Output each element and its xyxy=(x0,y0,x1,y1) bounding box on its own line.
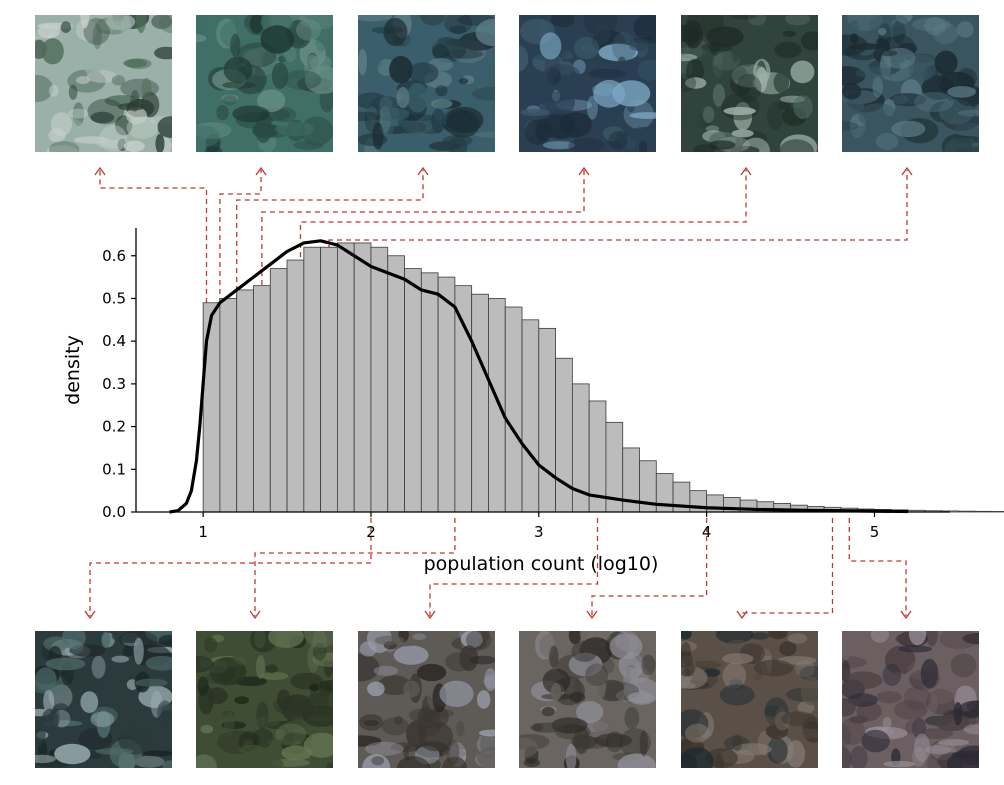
density-curve-layer xyxy=(169,239,909,514)
leader-arrow xyxy=(740,166,752,176)
histogram-bar xyxy=(236,289,254,513)
histogram-bar xyxy=(202,302,221,513)
histogram-bar xyxy=(336,242,355,513)
dense-city-tile xyxy=(842,631,979,768)
leader-arrow xyxy=(586,610,598,620)
leader-arrow xyxy=(94,166,106,176)
leader-line xyxy=(261,170,585,285)
leader-arrow xyxy=(417,166,429,176)
axes: 1 2 3 4 5 0.0 0.1 0.2 0.3 0.4 0.5 0.6 xyxy=(102,228,950,541)
urban-industrial-tile xyxy=(519,631,656,768)
leader-arrow xyxy=(249,610,261,620)
histogram-bar xyxy=(253,285,271,513)
histogram-bars xyxy=(202,242,1004,513)
histogram-bar xyxy=(488,298,506,513)
dense-forest-tile xyxy=(358,15,495,152)
y-tick-label: 0.5 xyxy=(102,289,126,307)
histogram-bar xyxy=(269,268,288,513)
y-tick-label: 0.4 xyxy=(102,332,126,350)
histogram-bar xyxy=(504,306,523,513)
histogram-bar xyxy=(555,357,573,513)
green-forest-tile xyxy=(196,15,333,152)
histogram-bar xyxy=(420,272,439,513)
x-tick-label: 2 xyxy=(366,523,376,541)
histogram-bar xyxy=(370,246,389,513)
sample-images-layer xyxy=(35,15,979,768)
leader-arrow xyxy=(900,610,912,620)
histogram-bar xyxy=(538,327,556,513)
histogram-bar xyxy=(353,242,372,513)
histogram-bar xyxy=(303,246,322,513)
histogram-bar xyxy=(404,268,422,513)
suburban-town-tile xyxy=(358,631,495,768)
leader-arrow xyxy=(84,610,96,620)
histogram-bar xyxy=(957,510,976,513)
x-tick-label: 1 xyxy=(198,523,208,541)
leader-line xyxy=(848,518,907,616)
histogram-bar xyxy=(437,276,456,513)
histogram-bar xyxy=(471,293,489,513)
histogram-bar xyxy=(521,319,540,513)
x-tick-label: 5 xyxy=(870,523,880,541)
leader-line xyxy=(591,518,708,616)
histogram-bar xyxy=(387,255,405,513)
x-axis-label: population count (log10) xyxy=(424,553,659,575)
leader-arrow xyxy=(901,166,913,176)
rural-village-tile xyxy=(35,631,172,768)
agricultural-fields-tile xyxy=(35,15,172,152)
y-axis-label: density xyxy=(62,335,84,405)
x-tick-label: 3 xyxy=(534,523,544,541)
leader-arrow xyxy=(578,166,590,176)
leader-line xyxy=(741,518,834,616)
histogram-bar xyxy=(286,259,305,513)
city-river-tile xyxy=(681,631,818,768)
leader-line xyxy=(89,518,372,616)
y-tick-label: 0.6 xyxy=(102,247,126,265)
y-tick-label: 0.1 xyxy=(102,460,126,478)
leader-arrow xyxy=(736,610,748,620)
y-tick-label: 0.3 xyxy=(102,375,126,393)
leader-arrow xyxy=(255,166,267,176)
x-tick-label: 4 xyxy=(702,523,712,541)
histogram-bar xyxy=(974,510,993,513)
y-tick-label: 0.0 xyxy=(102,503,126,521)
density-curve xyxy=(169,239,909,514)
histogram-bar xyxy=(454,285,473,513)
river-valley-tile xyxy=(519,15,656,152)
leader-line xyxy=(219,170,262,312)
histogram-bar xyxy=(219,298,238,513)
leader-line xyxy=(328,170,908,268)
leader-line xyxy=(236,170,424,300)
histogram-bar xyxy=(991,511,1004,513)
histogram-bar xyxy=(320,246,338,513)
forest-ridges-tile xyxy=(842,15,979,152)
y-tick-label: 0.2 xyxy=(102,418,126,436)
green-hills-tile xyxy=(196,631,333,768)
hills-settlement-tile xyxy=(681,15,818,152)
leader-arrow xyxy=(424,610,436,620)
